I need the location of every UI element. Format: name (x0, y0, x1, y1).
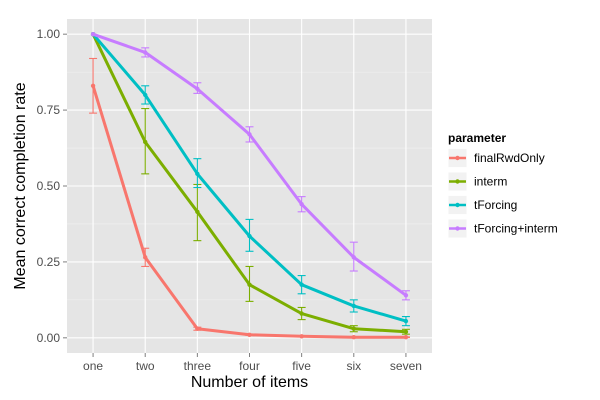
x-tick-label: five (292, 359, 311, 373)
y-tick-label: 0.75 (37, 103, 61, 117)
legend-label: tForcing+interm (474, 222, 558, 236)
data-point (247, 132, 252, 137)
y-axis-title: Mean correct completion rate (12, 82, 29, 289)
x-tick-label: two (136, 359, 155, 373)
legend-key-point (455, 226, 460, 231)
data-point (403, 335, 409, 340)
x-tick-label: six (346, 359, 361, 373)
data-point (351, 326, 356, 331)
legend-key-point (455, 155, 460, 161)
data-point (351, 255, 356, 260)
x-tick-label: one (83, 359, 103, 373)
legend-key-point (455, 179, 460, 184)
legend-key-point (455, 202, 460, 208)
legend-title: parameter (448, 131, 506, 145)
series-interm (90, 31, 410, 335)
data-point (90, 31, 96, 37)
data-point (90, 83, 96, 89)
data-point (195, 86, 200, 92)
data-point (195, 209, 200, 215)
y-axis: 0.00 0.25 0.50 0.75 1.00 (37, 27, 67, 345)
legend-item-finalRwdOnly: finalRwdOnly (447, 148, 545, 168)
data-point (195, 326, 200, 331)
legend-item-tForcing+interm: tForcing+interm (447, 218, 558, 239)
data-point (247, 233, 252, 239)
series-layer (89, 31, 410, 340)
data-point (143, 50, 148, 55)
legend-label: tForcing (474, 198, 517, 212)
data-point (403, 293, 409, 298)
data-point (351, 335, 356, 340)
y-tick-label: 1.00 (37, 27, 61, 41)
legend-label: interm (474, 175, 507, 189)
series-tForcing+interm (90, 31, 410, 301)
data-point (299, 202, 304, 207)
series-finalRwdOnly (89, 57, 410, 340)
legend-item-interm: interm (447, 171, 507, 192)
legend: parameter finalRwdOnly interm tForcing tFor… (447, 131, 558, 239)
data-point (143, 255, 148, 260)
data-point (247, 282, 252, 287)
x-tick-label: four (239, 359, 260, 373)
x-axis-title: Number of items (191, 374, 308, 391)
grid-major (67, 19, 432, 353)
data-point (143, 139, 148, 145)
data-point (143, 92, 148, 98)
x-tick-label: seven (390, 359, 422, 373)
data-point (403, 318, 409, 324)
data-point (195, 171, 200, 177)
data-point (299, 311, 304, 316)
data-point (299, 334, 304, 339)
legend-label: finalRwdOnly (474, 151, 545, 165)
y-tick-label: 0.25 (37, 255, 61, 269)
data-point (247, 332, 252, 337)
data-point (403, 329, 409, 334)
y-tick-label: 0.50 (37, 179, 61, 193)
x-tick-label: three (184, 359, 212, 373)
y-tick-label: 0.00 (37, 331, 61, 345)
data-point (351, 303, 356, 309)
data-point (299, 282, 304, 287)
legend-item-tForcing: tForcing (447, 195, 517, 215)
x-axis: one two three four five six seven (83, 353, 422, 373)
